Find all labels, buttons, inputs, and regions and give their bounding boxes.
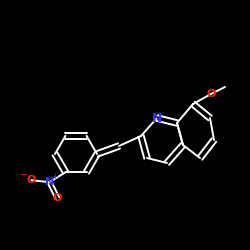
Text: N: N bbox=[152, 112, 162, 124]
Text: O: O bbox=[53, 193, 62, 203]
Text: N: N bbox=[45, 177, 54, 187]
Text: O: O bbox=[206, 89, 216, 99]
Text: +: + bbox=[51, 172, 58, 181]
Text: −: − bbox=[20, 170, 28, 180]
Text: O: O bbox=[27, 175, 36, 185]
